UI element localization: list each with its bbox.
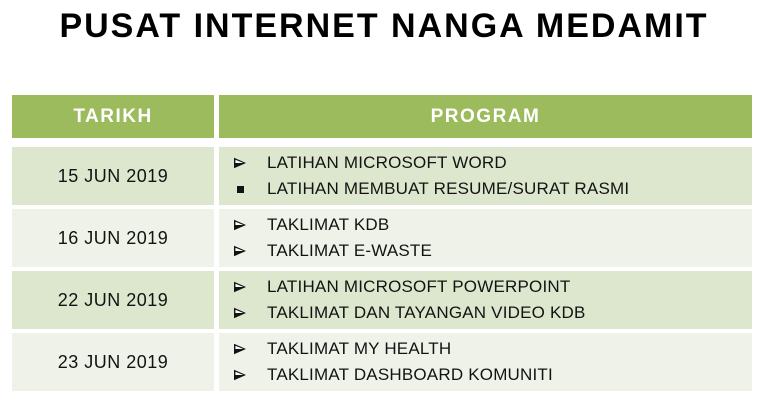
program-item-label: TAKLIMAT MY HEALTH xyxy=(267,339,452,358)
schedule-table: TARIKH PROGRAM 15 JUN 2019 LATIHAN MICRO… xyxy=(12,95,752,391)
program-item-label: LATIHAN MICROSOFT WORD xyxy=(267,153,507,172)
column-header-tarikh: TARIKH xyxy=(12,95,214,138)
program-item: TAKLIMAT KDB xyxy=(229,212,752,238)
arrow-bullet-icon xyxy=(229,368,251,382)
table-row: 23 JUN 2019 TAKLIMAT MY HEALTH TAKLIMAT D… xyxy=(12,333,752,391)
date-label: 23 JUN 2019 xyxy=(57,351,169,372)
program-item-label: TAKLIMAT DASHBOARD KOMUNITI xyxy=(267,365,553,384)
program-item: LATIHAN MICROSOFT POWERPOINT xyxy=(229,274,752,300)
date-label: 16 JUN 2019 xyxy=(57,227,169,248)
program-item-label: LATIHAN MEMBUAT RESUME/SURAT RASMI xyxy=(267,179,630,198)
date-cell: 15 JUN 2019 xyxy=(12,147,214,205)
program-item-label: TAKLIMAT E-WASTE xyxy=(267,241,433,260)
program-item: LATIHAN MEMBUAT RESUME/SURAT RASMI xyxy=(229,176,752,202)
program-cell: TAKLIMAT KDB TAKLIMAT E-WASTE xyxy=(219,209,752,267)
arrow-bullet-icon xyxy=(229,280,251,294)
date-cell: 23 JUN 2019 xyxy=(12,333,214,391)
date-cell: 16 JUN 2019 xyxy=(12,209,214,267)
page-title: PUSAT INTERNET NANGA MEDAMIT xyxy=(59,7,709,45)
program-item-label: LATIHAN MICROSOFT POWERPOINT xyxy=(267,277,571,296)
program-item: TAKLIMAT E-WASTE xyxy=(229,238,752,264)
program-item-label: TAKLIMAT KDB xyxy=(267,215,390,234)
program-item-label: TAKLIMAT DAN TAYANGAN VIDEO KDB xyxy=(267,303,586,322)
date-label: 15 JUN 2019 xyxy=(57,165,169,186)
program-item: LATIHAN MICROSOFT WORD xyxy=(229,150,752,176)
table-row: 22 JUN 2019 LATIHAN MICROSOFT POWERPOINT… xyxy=(12,271,752,329)
date-cell: 22 JUN 2019 xyxy=(12,271,214,329)
program-cell: LATIHAN MICROSOFT WORD LATIHAN MEMBUAT RE… xyxy=(219,147,752,205)
table-row: 16 JUN 2019 TAKLIMAT KDB TAKLIMAT E-WASTE xyxy=(12,209,752,267)
table-body: 15 JUN 2019 LATIHAN MICROSOFT WORD LATIHA… xyxy=(12,147,752,391)
square-bullet-icon xyxy=(229,185,251,193)
arrow-bullet-icon xyxy=(229,342,251,356)
program-cell: TAKLIMAT MY HEALTH TAKLIMAT DASHBOARD KOM… xyxy=(219,333,752,391)
column-header-program: PROGRAM xyxy=(219,95,752,138)
table-header-row: TARIKH PROGRAM xyxy=(12,95,752,138)
arrow-bullet-icon xyxy=(229,218,251,232)
program-item: TAKLIMAT MY HEALTH xyxy=(229,336,752,362)
arrow-bullet-icon xyxy=(229,306,251,320)
arrow-bullet-icon xyxy=(229,244,251,258)
program-cell: LATIHAN MICROSOFT POWERPOINT TAKLIMAT DAN… xyxy=(219,271,752,329)
program-item: TAKLIMAT DASHBOARD KOMUNITI xyxy=(229,362,752,388)
arrow-bullet-icon xyxy=(229,156,251,170)
date-label: 22 JUN 2019 xyxy=(57,289,169,310)
program-item: TAKLIMAT DAN TAYANGAN VIDEO KDB xyxy=(229,300,752,326)
table-row: 15 JUN 2019 LATIHAN MICROSOFT WORD LATIHA… xyxy=(12,147,752,205)
